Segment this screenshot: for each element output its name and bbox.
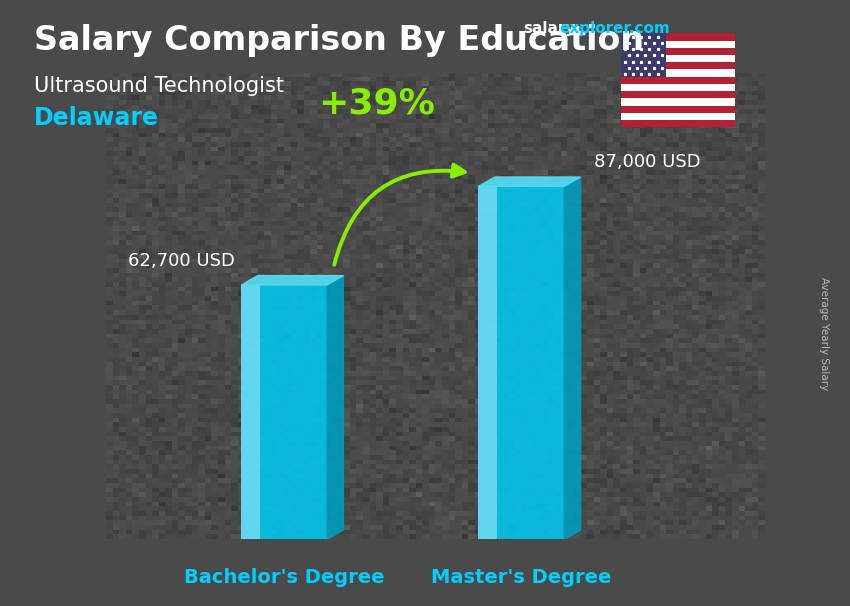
Text: salary: salary [523, 21, 575, 36]
Text: +39%: +39% [318, 87, 434, 121]
Bar [620, 62, 735, 70]
Bar [620, 70, 735, 77]
Polygon shape [241, 276, 343, 285]
Polygon shape [479, 177, 581, 186]
Text: Delaware: Delaware [34, 106, 159, 130]
Bar [241, 285, 260, 539]
Bar [479, 186, 497, 539]
Bar [620, 33, 735, 41]
Bar [620, 33, 666, 77]
Text: Ultrasound Technologist: Ultrasound Technologist [34, 76, 284, 96]
Text: Average Yearly Salary: Average Yearly Salary [819, 277, 829, 390]
Bar [620, 84, 735, 91]
Bar [620, 120, 735, 127]
Bar [620, 113, 735, 120]
Text: 62,700 USD: 62,700 USD [128, 251, 235, 270]
Bar [241, 285, 327, 539]
Polygon shape [327, 276, 343, 539]
Bar [620, 48, 735, 55]
FancyArrowPatch shape [334, 164, 465, 265]
Bar [620, 55, 735, 62]
Bar [620, 77, 735, 84]
Text: 87,000 USD: 87,000 USD [594, 153, 700, 171]
Text: Master's Degree: Master's Degree [431, 568, 611, 587]
Bar [620, 41, 735, 48]
Text: Salary Comparison By Education: Salary Comparison By Education [34, 24, 644, 57]
Polygon shape [564, 177, 581, 539]
Text: explorer.com: explorer.com [559, 21, 670, 36]
Bar [620, 105, 735, 113]
Bar [620, 91, 735, 98]
Text: Bachelor's Degree: Bachelor's Degree [184, 568, 384, 587]
Bar [479, 186, 564, 539]
Bar [620, 98, 735, 105]
